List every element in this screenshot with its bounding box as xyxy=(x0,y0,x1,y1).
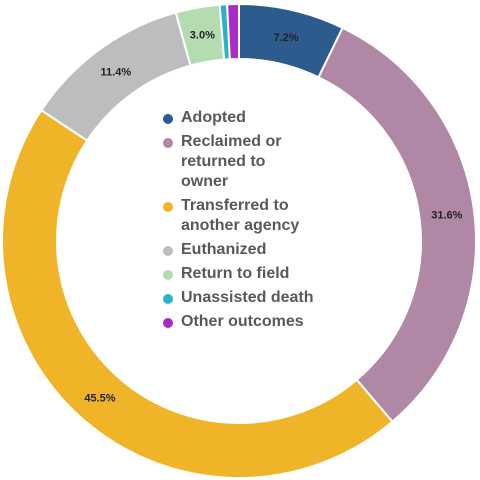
slice-data-labels: 7.2% 31.6% 45.5% 11.4% 3.0% xyxy=(84,30,462,405)
legend-item-euthanized: Euthanized xyxy=(163,240,363,260)
legend-swatch xyxy=(163,114,173,124)
data-label-return-to-field: 3.0% xyxy=(190,30,215,42)
legend-label: Return to field xyxy=(181,265,290,282)
data-label-transferred-to-another-agency: 45.5% xyxy=(84,393,115,405)
legend-item-unassisted-death: Unassisted death xyxy=(163,288,363,308)
slice-other-outcomes xyxy=(226,2,240,61)
legend-label: Reclaimed or returned to owner xyxy=(181,133,282,190)
data-label-reclaimed-or-returned-to-owner: 31.6% xyxy=(431,210,462,222)
legend-item-reclaimed-or-returned-to-owner: Reclaimed or returned to owner xyxy=(163,132,363,192)
slice-transferred-to-another-agency xyxy=(1,108,394,479)
legend-item-return-to-field: Return to field xyxy=(163,264,363,284)
data-label-euthanized: 11.4% xyxy=(101,67,132,79)
legend-swatch xyxy=(163,202,173,212)
legend-swatch xyxy=(163,318,173,328)
legend-label: Adopted xyxy=(181,109,246,126)
legend-item-other-outcomes: Other outcomes xyxy=(163,312,363,332)
legend-label: Other outcomes xyxy=(181,313,304,330)
data-label-adopted: 7.2% xyxy=(273,32,298,44)
legend-swatch xyxy=(163,294,173,304)
legend-swatch xyxy=(163,138,173,148)
legend-swatch xyxy=(163,270,173,280)
legend-item-adopted: Adopted xyxy=(163,108,363,128)
legend-label: Euthanized xyxy=(181,241,267,258)
chart-legend: Adopted Reclaimed or returned to owner Tra… xyxy=(163,108,363,336)
legend-swatch xyxy=(163,246,173,256)
legend-label: Unassisted death xyxy=(181,289,314,306)
legend-label: Transferred to another agency xyxy=(181,197,300,234)
legend-item-transferred-to-another-agency: Transferred to another agency xyxy=(163,196,363,236)
